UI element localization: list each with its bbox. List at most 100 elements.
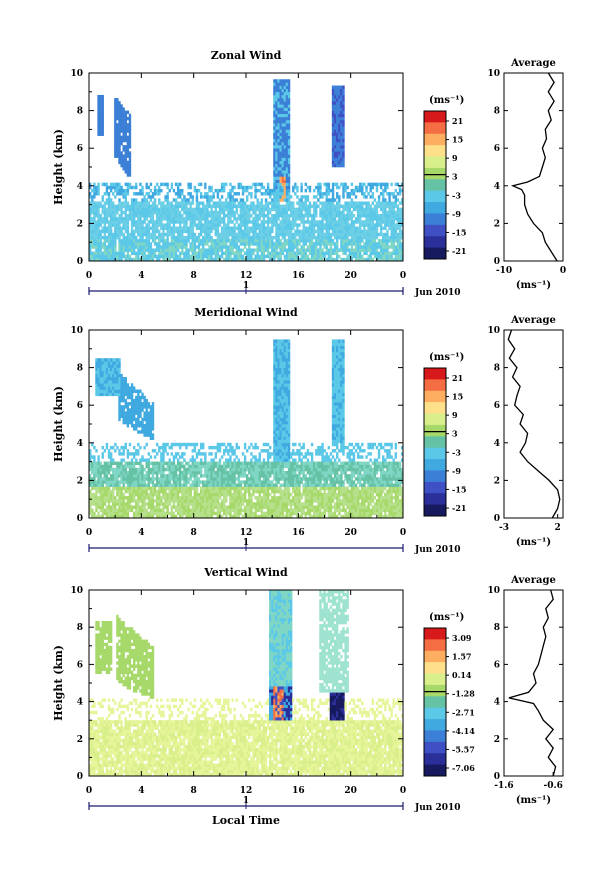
field-cell <box>384 220 387 224</box>
field-cell <box>225 223 228 227</box>
field-cell <box>285 138 289 143</box>
field-cell <box>103 182 107 187</box>
field-cell <box>160 217 163 221</box>
field-cell <box>137 461 140 466</box>
field-cell <box>310 226 314 230</box>
field-cell <box>174 201 178 205</box>
field-cell <box>116 389 119 393</box>
field-cell <box>126 229 130 234</box>
field-cell <box>116 257 119 262</box>
field-cell <box>279 214 282 218</box>
field-cell <box>331 223 335 227</box>
field-cell <box>298 201 301 205</box>
field-cell <box>101 113 104 118</box>
field-cell <box>158 483 161 487</box>
field-cell <box>239 204 243 209</box>
field-cell <box>187 502 190 506</box>
field-cell <box>342 239 345 243</box>
field-cell <box>151 464 155 469</box>
field-cell <box>394 188 398 193</box>
field-cell <box>250 257 253 262</box>
field-cell <box>275 195 278 199</box>
field-cell <box>218 235 222 240</box>
field-cell <box>135 210 138 215</box>
field-cell <box>210 204 213 209</box>
field-cell <box>331 210 335 215</box>
field-cell <box>208 214 211 218</box>
field-cell <box>289 242 293 246</box>
field-cell <box>340 141 343 146</box>
field-cell <box>361 207 364 212</box>
field-cell <box>216 242 220 246</box>
field-cell <box>170 217 174 221</box>
field-cell <box>264 232 268 237</box>
field-cell <box>379 232 383 237</box>
field-cell <box>237 245 241 249</box>
field-cell <box>114 361 117 365</box>
field-cell <box>222 188 226 193</box>
field-cell <box>105 477 109 481</box>
field-cell <box>367 232 370 237</box>
field-cell <box>202 207 205 212</box>
field-cell <box>277 192 280 196</box>
field-cell <box>279 167 282 171</box>
field-cell <box>155 489 159 494</box>
field-cell <box>162 204 165 209</box>
field-cell <box>143 220 146 224</box>
field-cell <box>135 229 138 234</box>
field-cell <box>233 235 236 240</box>
field-cell <box>298 235 301 240</box>
field-cell <box>118 464 121 469</box>
field-cell <box>193 210 197 215</box>
field-cell <box>388 235 391 240</box>
field-cell <box>141 483 144 487</box>
field-cell <box>285 148 289 152</box>
field-cell <box>141 480 144 484</box>
field-cell <box>128 135 132 140</box>
field-cell <box>147 248 150 252</box>
field-cell <box>271 229 274 234</box>
field-cell <box>179 477 182 481</box>
field-cell <box>281 116 284 121</box>
field-cell <box>197 257 201 262</box>
field-cell <box>275 82 278 86</box>
field-cell <box>137 452 140 456</box>
field-cell <box>239 229 243 234</box>
field-cell <box>116 217 119 221</box>
field-cell <box>281 141 284 146</box>
field-cell <box>206 207 209 212</box>
field-cell <box>193 461 197 466</box>
field-cell <box>149 461 153 466</box>
field-cell <box>258 210 261 215</box>
field-cell <box>145 427 148 431</box>
field-cell <box>281 235 284 240</box>
field-cell <box>237 257 241 262</box>
field-cell <box>394 201 398 205</box>
field-cell <box>95 483 98 487</box>
field-cell <box>130 452 134 456</box>
field-cell <box>187 254 190 259</box>
field-cell <box>260 214 264 218</box>
field-cell <box>283 188 287 193</box>
field-cell <box>208 185 211 190</box>
field-cell <box>269 188 272 193</box>
field-cell <box>338 185 341 190</box>
field-cell <box>187 508 190 513</box>
field-cell <box>174 251 178 256</box>
field-cell <box>275 170 278 174</box>
field-cell <box>189 182 192 187</box>
field-cell <box>105 239 109 243</box>
field-cell <box>369 226 372 230</box>
field-cell <box>179 232 182 237</box>
field-cell <box>143 445 146 450</box>
field-cell <box>400 207 404 212</box>
field-cell <box>260 223 264 227</box>
field-cell <box>317 251 320 256</box>
field-cell <box>168 511 171 516</box>
field-cell <box>369 223 372 227</box>
field-cell <box>246 242 249 246</box>
field-cell <box>116 367 119 372</box>
field-cell <box>241 198 245 202</box>
field-cell <box>281 129 284 133</box>
field-cell <box>256 257 259 262</box>
